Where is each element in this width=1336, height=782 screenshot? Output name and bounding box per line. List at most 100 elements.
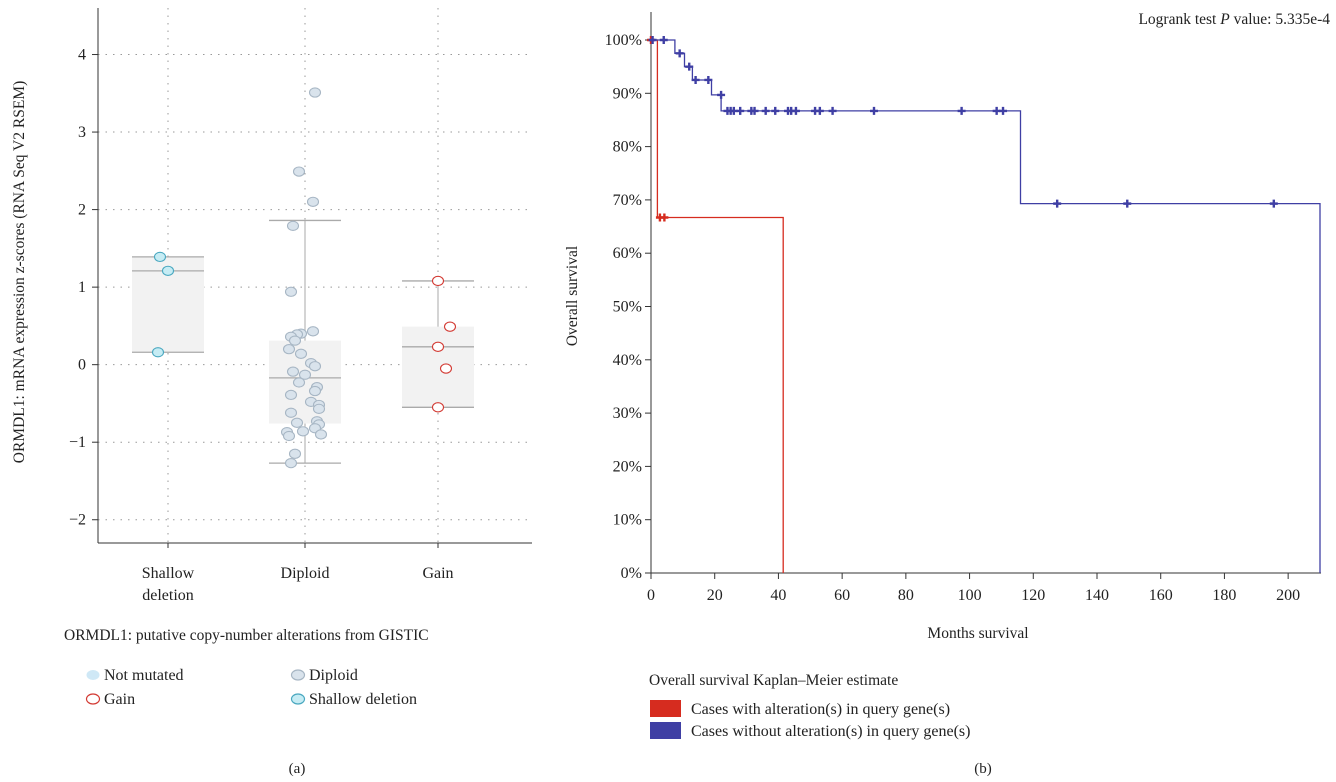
- diploid-point: [282, 344, 296, 355]
- diploid-point: [284, 389, 298, 401]
- x-tick-label-line: deletion: [142, 587, 194, 604]
- diploid-point: [288, 335, 302, 346]
- survival-legend: Cases with alteration(s) in query gene(s…: [650, 700, 970, 740]
- boxplot-x-axis-title: ORMDL1: putative copy-number alterations…: [64, 627, 429, 644]
- censor-mark: [750, 106, 759, 115]
- censor-mark: [791, 106, 800, 115]
- censor-mark: [999, 106, 1008, 115]
- x-tick-label: 160: [1149, 587, 1173, 604]
- survival-panel: 0% 10% 20% 30% 40% 50% 60% 70% 80% 90% 100% 0 20 40 6…: [564, 11, 1330, 777]
- x-tick-label: 180: [1212, 587, 1236, 604]
- shallow-point: [153, 251, 167, 263]
- shallow-point: [151, 347, 165, 358]
- gain-point: [431, 402, 445, 413]
- y-tick-label: 30%: [613, 405, 642, 422]
- shallow-point: [161, 265, 175, 276]
- legend-label: Cases without alteration(s) in query gen…: [691, 723, 970, 740]
- y-tick-label: 1: [78, 279, 86, 296]
- y-tick-label: 70%: [613, 192, 642, 209]
- censor-mark: [691, 75, 700, 84]
- y-tick-label: 2: [78, 202, 86, 219]
- diploid-point: [284, 457, 298, 469]
- y-tick-label: 20%: [613, 458, 642, 475]
- diploid-point: [294, 348, 308, 359]
- y-tick-label: 60%: [613, 245, 642, 262]
- boxplot-legend: Not mutated Diploid Gain Shallow deletion: [85, 667, 417, 708]
- boxplot-y-ticks: −2 −1 0 1 2 3 4: [69, 47, 98, 529]
- diploid-point: [298, 369, 312, 380]
- y-tick-label: −1: [69, 434, 86, 451]
- censor-mark: [736, 106, 745, 115]
- censor-mark: [675, 49, 684, 58]
- censor-mark: [815, 106, 824, 115]
- y-tick-label: 40%: [613, 352, 642, 369]
- y-tick-label: 80%: [613, 139, 642, 156]
- censor-mark: [870, 106, 878, 115]
- diploid-point: [296, 426, 310, 437]
- x-tick-label: 60: [834, 587, 850, 604]
- diploid-point: [282, 430, 296, 442]
- x-tick-label: 200: [1276, 587, 1300, 604]
- diploid-point: [292, 166, 306, 177]
- y-tick-label: 100%: [605, 32, 642, 49]
- x-tick-label-line: Shallow: [142, 565, 195, 582]
- y-tick-label: −2: [69, 512, 86, 529]
- censor-mark: [1053, 199, 1062, 208]
- diploid-point: [312, 403, 326, 415]
- diploid-point: [308, 385, 322, 397]
- diploid-point: [290, 417, 304, 428]
- y-tick-label: 4: [78, 47, 86, 64]
- boxplot-x-ticks: Shallow deletion Diploid Gain: [142, 543, 454, 604]
- boxplot-points: [151, 87, 457, 469]
- x-tick-label-line: Gain: [422, 565, 453, 582]
- panel-label-b: (b): [974, 761, 992, 777]
- boxplot-y-axis-title: ORMDL1: mRNA expression z-scores (RNA Se…: [11, 81, 28, 463]
- diploid-point: [306, 326, 320, 337]
- diploid-point: [284, 286, 298, 297]
- censor-mark: [648, 36, 657, 44]
- censor-mark: [1269, 199, 1278, 208]
- legend-swatch-altered: [650, 700, 681, 717]
- survival-censor-marks: [647, 36, 1278, 222]
- y-tick-label: 0: [78, 357, 86, 374]
- diploid-point: [286, 220, 300, 232]
- x-tick-label-line: Diploid: [281, 565, 330, 582]
- legend-marker-diploid: [290, 669, 306, 681]
- boxplot-panel: −2 −1 0 1 2 3 4 Shallow deletion Diploid Gain ORM…: [11, 8, 532, 777]
- gain-point: [431, 341, 445, 352]
- box-iqr: [402, 326, 474, 408]
- censor-mark: [717, 90, 726, 99]
- x-tick-label: 80: [898, 587, 914, 604]
- diploid-point: [288, 448, 302, 459]
- survival-y-axis-title: Overall survival: [564, 246, 581, 346]
- censor-mark: [685, 62, 694, 71]
- legend-label: Cases with alteration(s) in query gene(s…: [691, 701, 950, 718]
- diploid-point: [308, 361, 322, 372]
- survival-legend-title: Overall survival Kaplan–Meier estimate: [649, 672, 898, 689]
- survival-line-altered: [651, 39, 784, 573]
- x-tick-label: Diploid: [281, 565, 330, 582]
- y-tick-label: 0%: [621, 565, 642, 582]
- legend-label: Diploid: [309, 667, 358, 684]
- y-tick-label: 90%: [613, 85, 642, 102]
- gain-point: [443, 321, 457, 332]
- diploid-point: [308, 87, 322, 98]
- legend-label: Gain: [104, 691, 135, 708]
- censor-mark: [659, 36, 668, 44]
- censor-mark: [704, 75, 713, 84]
- panel-label-a: (a): [289, 761, 306, 777]
- legend-label: Not mutated: [104, 667, 184, 684]
- legend-marker-gain: [85, 693, 101, 705]
- survival-x-axis-title: Months survival: [927, 625, 1028, 642]
- y-tick-label: 3: [78, 124, 86, 141]
- x-tick-label: Shallow deletion: [142, 565, 195, 604]
- legend-marker-shallow: [290, 693, 306, 705]
- censor-mark: [771, 106, 780, 115]
- gain-point: [431, 275, 445, 287]
- survival-line-unaltered: [651, 39, 1321, 573]
- x-tick-label: Gain: [422, 565, 453, 582]
- x-tick-label: 100: [958, 587, 982, 604]
- survival-curves: [651, 39, 1321, 573]
- diploid-point: [314, 429, 328, 440]
